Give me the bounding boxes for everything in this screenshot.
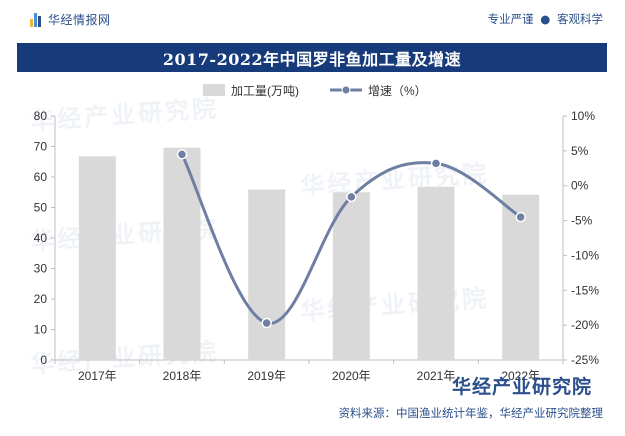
growth-point [176,149,188,160]
slogan-right: 客观科学 [557,12,603,26]
bar [78,156,116,360]
top-bar: 华经情报网 专业严谨 ● 客观科学 [0,0,625,34]
right-tick-label: -10% [571,248,599,262]
right-tick-label: 0% [571,179,589,193]
left-tick-label: 30 [34,262,48,276]
slogan-left: 专业严谨 [487,12,534,26]
right-tick-label: -15% [571,283,599,297]
title-bar: 2017-2022年中国罗非鱼加工量及增速 [17,43,607,72]
legend-bar-label: 加工量(万吨) [231,84,299,98]
left-tick-label: 60 [34,170,48,184]
slogan: 专业严谨 ● 客观科学 [488,11,603,27]
growth-point [346,191,357,203]
brand-name: 华经情报网 [48,13,111,27]
growth-line [180,152,523,325]
left-tick-label: 10 [34,323,48,337]
slogan-separator: ● [540,12,551,26]
left-tick-label: 50 [34,201,48,215]
legend-line-marker [341,85,351,95]
footer-logo: 华经产业研究院 [452,376,593,398]
bar [248,189,286,360]
legend-line-label: 增速（%） [368,84,427,98]
chart-title: 2017-2022年中国罗非鱼加工量及增速 [162,49,462,69]
growth-point [430,158,442,169]
left-tick-label: 40 [34,231,48,245]
left-tick-label: 80 [34,109,48,123]
brand: 华经情报网 [30,11,111,28]
x-tick-label: 2022年 [501,369,540,383]
right-tick-label: -25% [571,353,599,367]
x-tick-label: 2019年 [247,369,286,383]
left-tick-label: 0 [40,353,47,367]
left-tick-label: 20 [34,292,48,306]
source-note: 资料来源：中国渔业统计年鉴，华经产业研究院整理 [338,406,604,420]
growth-point [515,211,526,223]
x-tick-label: 2018年 [163,369,202,383]
right-tick-label: 10% [571,109,595,123]
right-tick-label: 5% [571,144,589,158]
right-tick-label: -20% [571,318,599,332]
bar [332,192,370,360]
logo-icon [30,12,42,27]
bar [417,186,455,360]
left-tick-label: 70 [34,140,48,154]
right-tick-label: -5% [571,214,593,228]
x-tick-label: 2021年 [417,369,456,383]
bar [163,147,201,360]
x-tick-label: 2017年 [78,369,117,383]
growth-point [261,317,272,329]
x-tick-label: 2020年 [332,369,371,383]
legend-bar-swatch [203,84,225,96]
